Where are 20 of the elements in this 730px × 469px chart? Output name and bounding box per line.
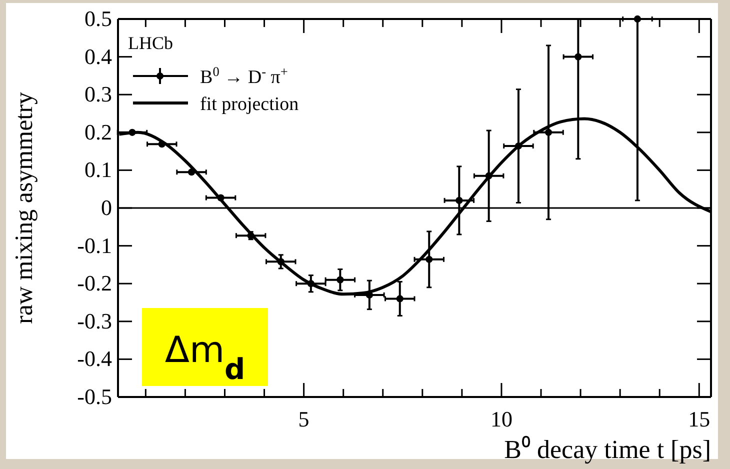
y-tick-label: 0.4 [84, 44, 112, 69]
legend-label: fit projection [200, 94, 300, 115]
y-axis-title: raw mixing asymmetry [11, 92, 38, 324]
x-tick-label: 5 [298, 406, 310, 432]
y-tick-label: 0 [101, 195, 112, 220]
x-tick-label: 10 [490, 406, 512, 432]
legend-label: B$^{0}$ → D$^{-}$ π$^{+}$ [200, 64, 288, 88]
y-tick-label: 0.5 [84, 6, 112, 32]
y-tick-label: 0.1 [84, 157, 112, 182]
y-tick-label: -0.2 [77, 270, 112, 296]
y-tick-label: -0.1 [77, 232, 112, 258]
x-axis-title: B⁰ decay time t [ps] [504, 435, 711, 464]
annotation: Δm$_{d}$ [164, 330, 246, 386]
y-tick-label: -0.4 [77, 346, 112, 372]
y-tick-label: -0.5 [77, 384, 112, 410]
legend-title: LHCb [128, 33, 173, 53]
y-tick-label: -0.3 [77, 308, 112, 334]
y-tick-label: 0.3 [84, 82, 112, 107]
y-tick-label: 0.2 [84, 119, 112, 144]
x-tick-label: 15 [688, 406, 710, 432]
